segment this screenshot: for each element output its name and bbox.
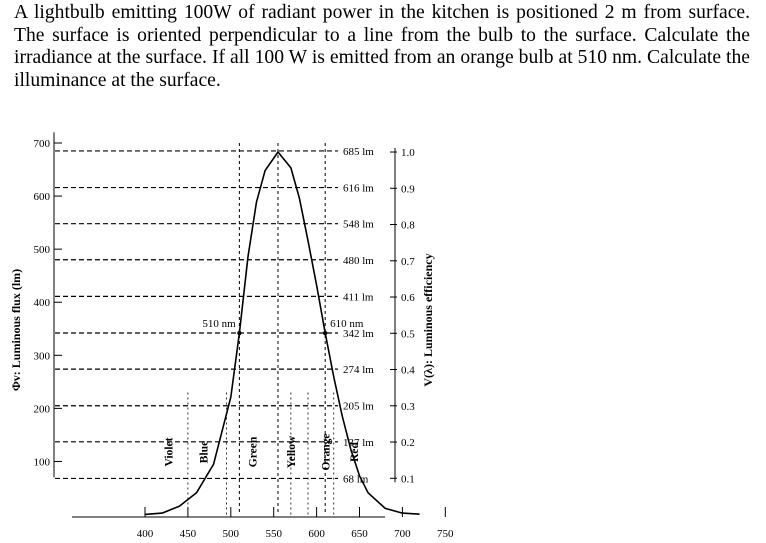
band-label-orange: Orange <box>320 433 332 470</box>
band-label-green: Green <box>248 436 260 467</box>
x-tick-label-450: 450 <box>180 528 197 540</box>
band-label-red: Red <box>349 441 361 461</box>
right-tick-label-0.3: 0.3 <box>401 401 415 413</box>
y-tick-label-400: 400 <box>34 297 51 309</box>
right-tick-label-0.1: 0.1 <box>401 473 415 485</box>
gridline-label: 68 lm <box>343 473 369 485</box>
band-label-yellow: Yellow <box>286 435 298 468</box>
x-tick-label-400: 400 <box>137 528 154 540</box>
x-tick-label-550: 550 <box>265 528 282 540</box>
x-tick-label-500: 500 <box>223 528 240 540</box>
marker-610 <box>322 330 328 336</box>
problem-text: A lightbulb emitting 100W of radiant pow… <box>14 2 750 91</box>
right-tick-label-0.6: 0.6 <box>401 292 415 304</box>
gridline-label: 616 lm <box>343 183 374 195</box>
gridline-label: 342 lm <box>343 328 374 340</box>
y-tick-label-200: 200 <box>34 403 51 415</box>
x-tick-label-600: 600 <box>308 528 325 540</box>
annotation-610nm: 610 nm <box>330 318 364 330</box>
right-tick-label-1.0: 1.0 <box>401 147 415 159</box>
y-axis-title: Φv: Luminous flux (lm) <box>9 269 23 391</box>
annotation-510nm: 510 nm <box>202 318 236 330</box>
right-tick-label-0.2: 0.2 <box>401 437 415 449</box>
gridline-label: 480 lm <box>343 255 374 267</box>
y-tick-label-700: 700 <box>34 138 51 150</box>
gridline-label: 137 lm <box>343 437 374 449</box>
gridline-label: 548 lm <box>343 219 374 231</box>
band-label-blue: Blue <box>199 441 211 463</box>
x-tick-label-650: 650 <box>351 528 368 540</box>
x-tick-label-700: 700 <box>394 528 411 540</box>
x-tick-label-750: 750 <box>437 528 454 540</box>
gridline-label: 274 lm <box>343 364 374 376</box>
marker-510 <box>237 330 242 336</box>
right-tick-label-0.9: 0.9 <box>401 183 415 195</box>
right-tick-label-0.4: 0.4 <box>401 365 415 377</box>
luminous-flux-curve <box>144 151 420 516</box>
y-tick-label-500: 500 <box>34 244 51 256</box>
gridline-label: 205 lm <box>343 401 374 413</box>
gridline-label: 411 lm <box>343 291 374 303</box>
band-label-violet: Violet <box>163 437 175 466</box>
gridline-label: 685 lm <box>343 146 374 158</box>
y-tick-label-600: 600 <box>34 191 51 203</box>
right-tick-label-0.5: 0.5 <box>401 328 415 340</box>
y-tick-label-300: 300 <box>34 350 51 362</box>
y-tick-label-100: 100 <box>34 456 51 468</box>
right-tick-label-0.8: 0.8 <box>401 220 415 232</box>
right-tick-label-0.7: 0.7 <box>401 256 415 268</box>
y2-axis-title: V(λ): Luminous efficiency <box>421 253 435 386</box>
